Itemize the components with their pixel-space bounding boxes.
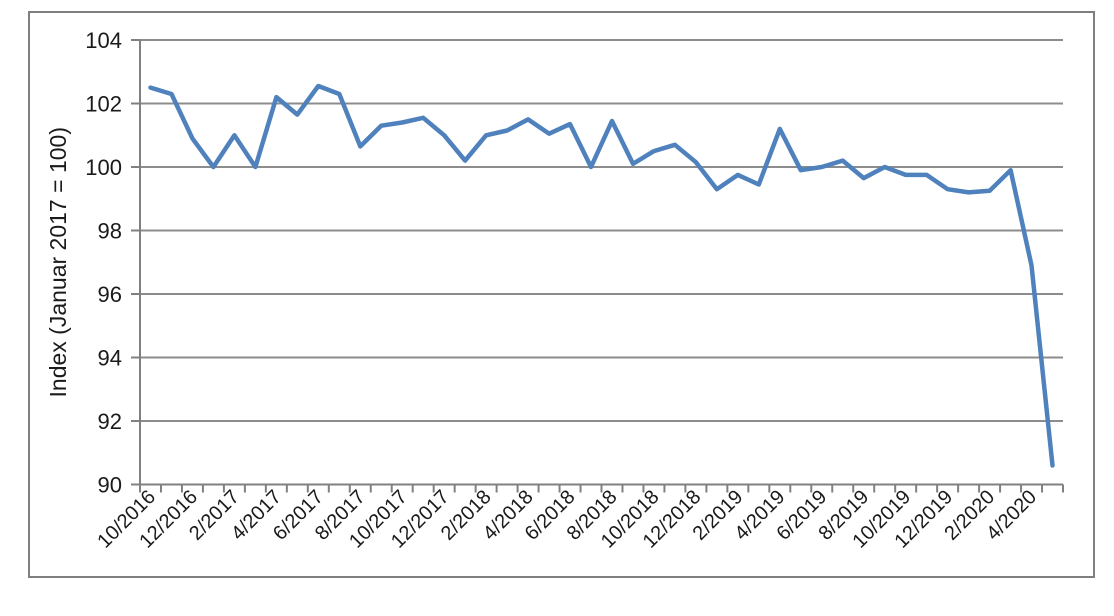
index-series-line — [148, 83, 1055, 468]
y-tick-label: 92 — [98, 409, 122, 434]
y-axis-title: Index (Januar 2017 = 100) — [45, 127, 71, 397]
y-tick-label: 96 — [98, 282, 122, 307]
y-tick-label: 98 — [98, 219, 122, 244]
y-tick-label: 104 — [85, 28, 122, 53]
y-tick-label: 102 — [85, 92, 122, 117]
y-tick-label: 100 — [85, 155, 122, 180]
y-tick-label: 94 — [98, 346, 122, 371]
y-tick-label: 90 — [98, 473, 122, 498]
